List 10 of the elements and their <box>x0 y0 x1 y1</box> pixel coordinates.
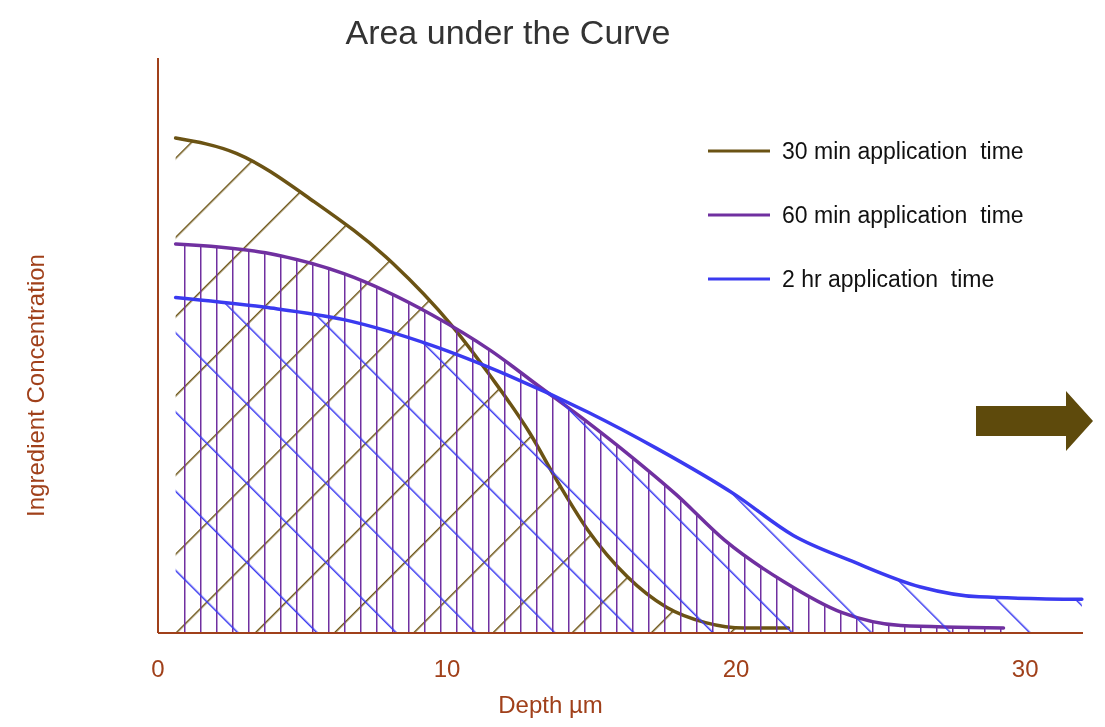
legend-label: 60 min application time <box>782 202 1024 228</box>
x-axis-title: Depth µm <box>498 691 603 718</box>
legend-label: 2 hr application time <box>782 266 995 292</box>
x-tick-label: 20 <box>722 655 750 682</box>
chart-title: Area under the Curve <box>345 13 671 51</box>
x-tick-label: 10 <box>433 655 461 682</box>
x-tick-label: 0 <box>151 655 165 682</box>
x-tick-label: 30 <box>1011 655 1039 682</box>
y-axis-title: Ingredient Concentration <box>22 254 49 517</box>
legend-label: 30 min application time <box>782 138 1024 164</box>
